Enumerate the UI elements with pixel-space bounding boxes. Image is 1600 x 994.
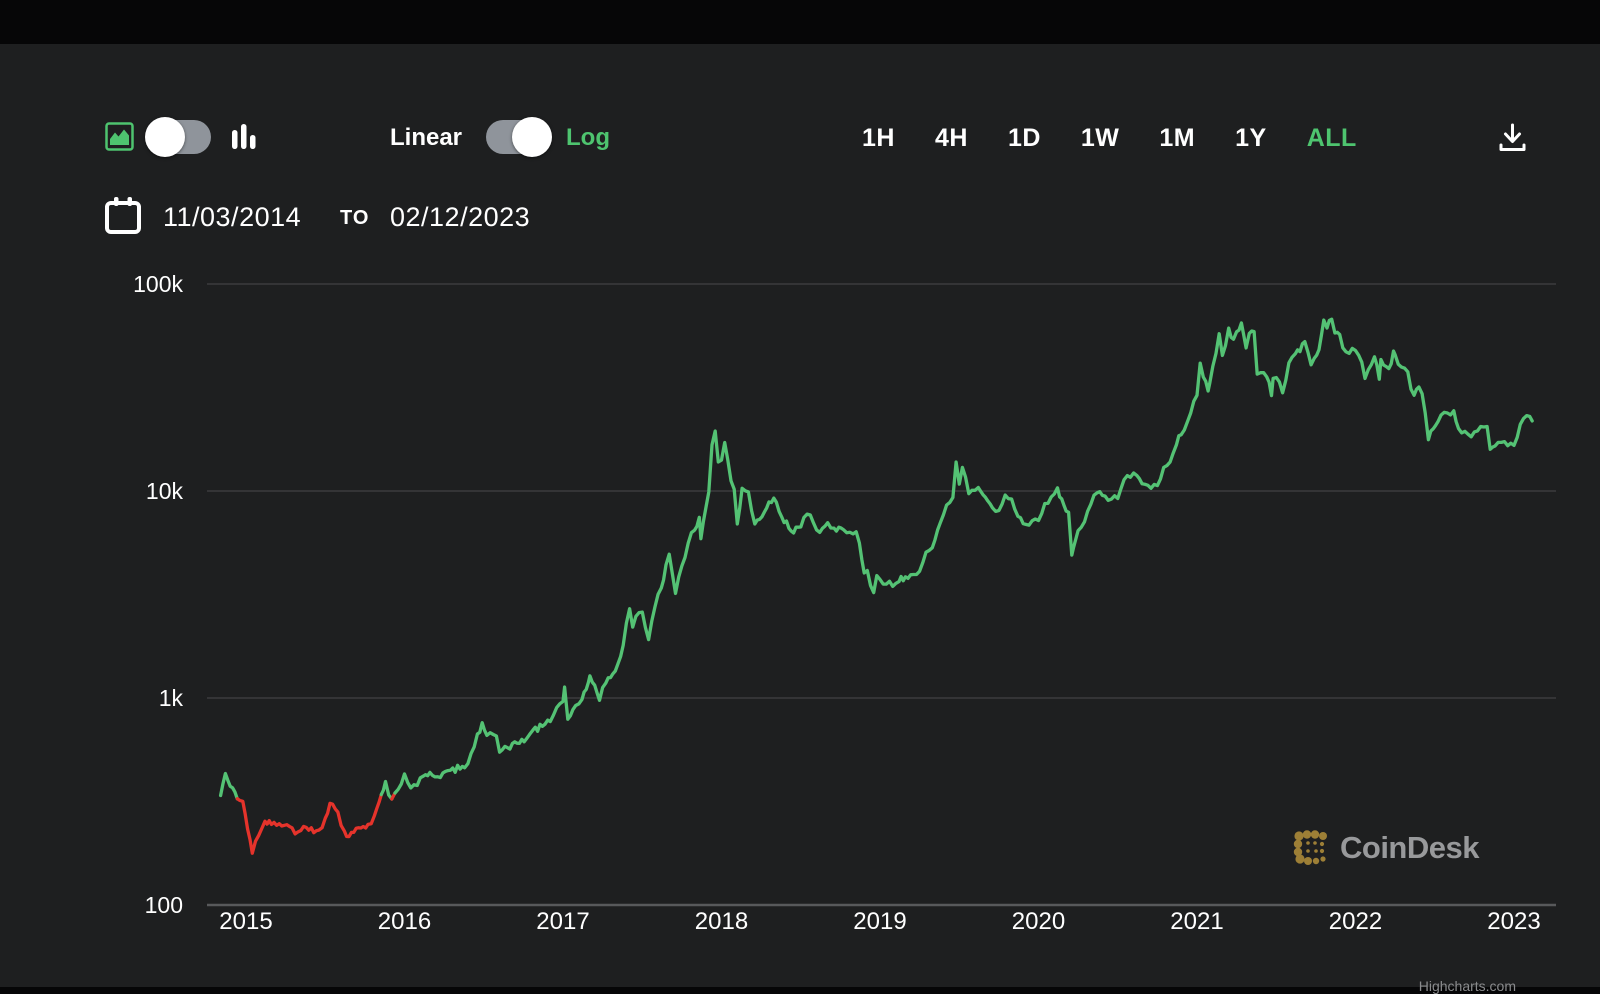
chart-panel: Linear Log 1H 4H 1D 1W 1M 1Y ALL 11/03/2014 TO… (0, 44, 1600, 994)
range-button-group: 1H 4H 1D 1W 1M 1Y ALL (862, 124, 1357, 153)
x-axis-label: 2019 (853, 908, 907, 935)
price-line-up-segment (379, 779, 394, 801)
price-chart-plot-area[interactable] (0, 44, 1600, 987)
date-from[interactable]: 11/03/2014 (163, 202, 302, 232)
range-button-1d[interactable]: 1D (1007, 124, 1041, 152)
chart-type-toggle[interactable] (145, 117, 211, 157)
date-to[interactable]: 02/12/2023 (390, 202, 531, 232)
date-separator: TO (340, 207, 370, 229)
scale-toggle[interactable] (486, 117, 552, 157)
calendar-icon[interactable] (104, 196, 142, 236)
x-axis-label: 2020 (1011, 908, 1066, 935)
range-button-all[interactable]: ALL (1306, 124, 1357, 152)
price-line-up-segment (218, 771, 239, 801)
range-button-1w[interactable]: 1W (1080, 124, 1120, 152)
y-axis-label: 1k (158, 685, 183, 711)
x-axis-label: 2015 (219, 908, 273, 935)
coindesk-logo-icon (1292, 828, 1332, 868)
log-label[interactable]: Log (566, 124, 610, 151)
linear-label[interactable]: Linear (390, 124, 463, 151)
x-axis-label: 2016 (377, 908, 432, 935)
x-axis-label: 2018 (694, 908, 749, 935)
y-axis-label: 10k (145, 478, 183, 504)
y-axis-label: 100 (144, 892, 183, 918)
bar-chart-icon[interactable] (230, 121, 258, 151)
price-line-down-segment (235, 792, 383, 855)
coindesk-logo-text: CoinDesk (1340, 830, 1479, 865)
top-bar (0, 0, 1600, 44)
price-line-up-segment (393, 317, 1534, 795)
highcharts-credit[interactable]: Highcharts.com (1418, 978, 1516, 994)
x-axis-label: 2023 (1487, 908, 1541, 935)
x-axis-label: 2022 (1328, 908, 1383, 935)
range-button-1y[interactable]: 1Y (1235, 124, 1267, 152)
range-button-4h[interactable]: 4H (934, 124, 968, 152)
x-axis-label: 2021 (1170, 908, 1224, 935)
y-axis-label: 100k (133, 271, 183, 297)
range-button-1h[interactable]: 1H (862, 124, 895, 152)
range-button-1m[interactable]: 1M (1159, 124, 1196, 152)
toggle-knob (512, 117, 552, 157)
toggle-knob (145, 117, 185, 157)
area-chart-icon[interactable] (105, 122, 134, 151)
x-axis-label: 2017 (536, 908, 590, 935)
download-icon[interactable] (1494, 119, 1531, 156)
